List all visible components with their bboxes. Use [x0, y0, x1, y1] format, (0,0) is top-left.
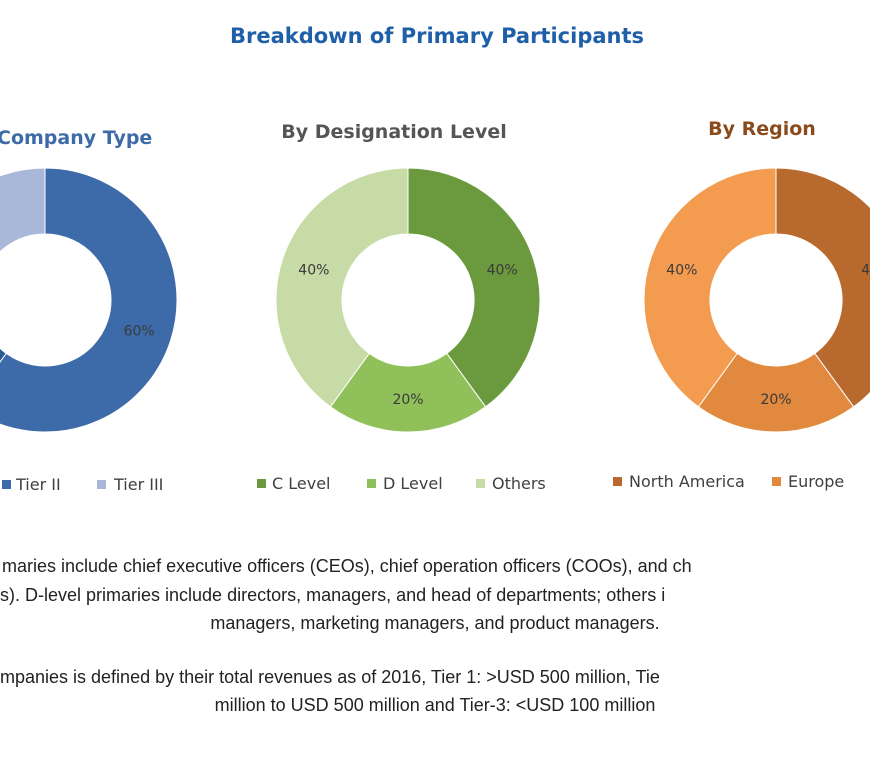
donut-slice: [0, 167, 46, 253]
donut-slice: [775, 167, 870, 408]
donut-slice: [275, 167, 409, 408]
note-line-4: mpanies is defined by their total revenu…: [0, 667, 660, 687]
main-title: Breakdown of Primary Participants: [230, 24, 644, 48]
legend-swatch: [97, 480, 106, 489]
slice-data-label: 40%: [487, 262, 518, 278]
chart-title-2: By Designation Level: [281, 121, 506, 143]
slice-data-label: 20%: [760, 392, 791, 408]
chart-title-3: By Region: [708, 118, 816, 140]
donut-slice: [0, 347, 7, 363]
donut-slice: [0, 167, 178, 433]
chart-title-1: Company Type: [0, 127, 152, 149]
donut-slice: [643, 167, 777, 408]
note-line-3: managers, marketing managers, and produc…: [210, 613, 659, 633]
slice-data-label: 40%: [666, 262, 697, 278]
legend-label: Others: [492, 474, 546, 493]
legend-label: Europe: [788, 472, 844, 491]
donut-slice: [329, 352, 487, 433]
slice-data-label: 20%: [392, 392, 423, 408]
slice-data-label: 40%: [298, 262, 329, 278]
legend-label: Tier II: [15, 475, 61, 494]
legend-swatch: [613, 477, 622, 486]
legend-label: C Level: [272, 474, 331, 493]
note-line-5: million to USD 500 million and Tier-3: <…: [215, 695, 656, 715]
legend-swatch: [2, 480, 11, 489]
slice-data-label: 60%: [124, 324, 155, 340]
donut-slice: [407, 167, 541, 408]
legend-swatch: [257, 479, 266, 488]
note-line-2: s). D-level primaries include directors,…: [0, 585, 665, 605]
slice-data-label: 40: [861, 262, 870, 278]
legend-swatch: [772, 477, 781, 486]
legend-label: D Level: [383, 474, 443, 493]
legend-swatch: [367, 479, 376, 488]
legend-label: North America: [629, 472, 745, 491]
donut-slice: [697, 352, 855, 433]
legend-label: Tier III: [113, 475, 163, 494]
note-line-1: maries include chief executive officers …: [2, 556, 692, 576]
legend-swatch: [476, 479, 485, 488]
